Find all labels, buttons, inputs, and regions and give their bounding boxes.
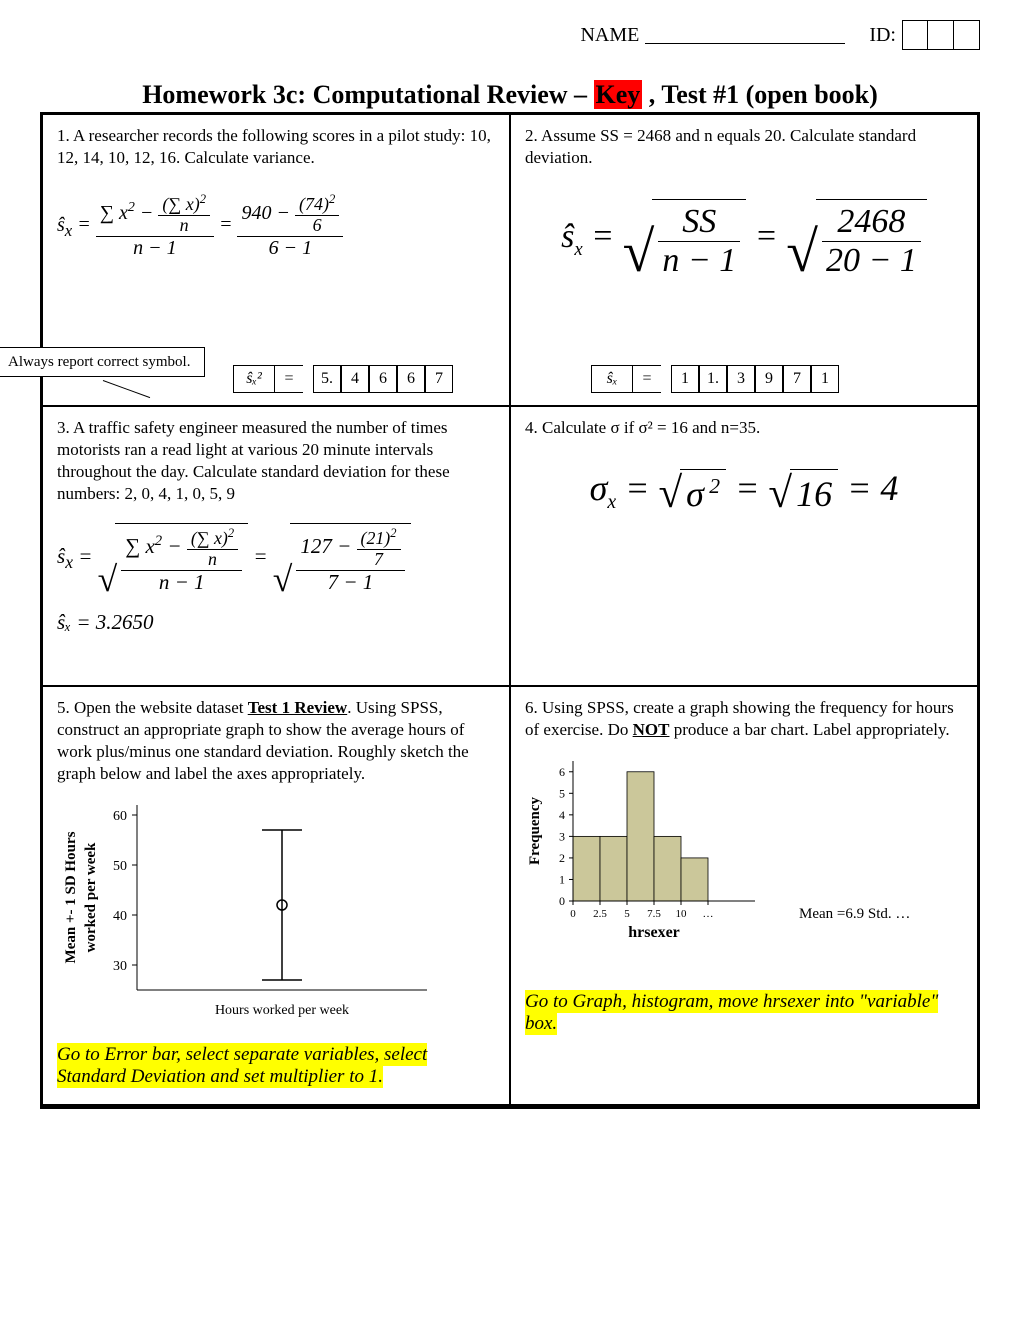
title-prefix: Homework 3c: Computational Review – [142, 80, 593, 109]
svg-text:Hours worked per week: Hours worked per week [215, 1003, 349, 1018]
callout-arrow [103, 380, 150, 398]
q5-dataset-link: Test 1 Review [248, 698, 347, 717]
q2-ss: 2468 [833, 203, 909, 240]
result-digit: 1 [811, 365, 839, 393]
cell-q2: 2. Assume SS = 2468 and n equals 20. Cal… [510, 114, 978, 406]
svg-text:5: 5 [559, 786, 565, 800]
q3-sumx2: 127 [300, 534, 332, 558]
svg-text:30: 30 [113, 959, 127, 974]
errbar-svg: 30 40 50 60 Mean +- 1 SD Hoursworked per wee… [57, 795, 437, 1025]
q2-prompt: 2. Assume SS = 2468 and n equals 20. Cal… [525, 125, 963, 169]
q1-prompt: 1. A researcher records the following sc… [57, 125, 495, 169]
result-digit: 7 [783, 365, 811, 393]
id-boxes [902, 20, 980, 50]
result-digit: 1. [699, 365, 727, 393]
result-digit: 1 [671, 365, 699, 393]
svg-text:2: 2 [559, 851, 565, 865]
svg-text:0: 0 [570, 908, 576, 920]
eq-box: = [275, 365, 303, 393]
svg-text:4: 4 [559, 808, 565, 822]
q3-result: ŝₓ = 3.2650 [57, 610, 495, 635]
result-digit: 5. [313, 365, 341, 393]
svg-text:60: 60 [113, 809, 127, 824]
id-box [954, 20, 980, 50]
svg-text:10: 10 [676, 908, 688, 920]
q2-formula: ŝx = SSn − 1 = 246820 − 1 [525, 199, 963, 279]
q4-formula: σx = σ 2 = 16 = 4 [525, 467, 963, 515]
result-digit: 9 [755, 365, 783, 393]
q2-result-row: ŝₓ = 1 1. 3 9 7 1 [591, 365, 839, 393]
page-header: NAME ID: [40, 20, 980, 50]
q5-hint: Go to Error bar, select separate variabl… [57, 1043, 427, 1088]
id-box [928, 20, 954, 50]
cell-q6: 6. Using SPSS, create a graph showing th… [510, 686, 978, 1105]
cell-q3: 3. A traffic safety engineer measured th… [42, 406, 510, 686]
svg-text:5: 5 [624, 908, 630, 920]
q6-prompt: 6. Using SPSS, create a graph showing th… [525, 697, 963, 741]
worksheet-grid: 1. A researcher records the following sc… [40, 112, 980, 1109]
q1-n-top: 6 [309, 216, 326, 236]
q5-prompt: 5. Open the website dataset Test 1 Revie… [57, 697, 495, 785]
error-bar-chart: 30 40 50 60 Mean +- 1 SD Hoursworked per wee… [57, 795, 495, 1030]
q3-sumx: 21 [366, 528, 384, 548]
svg-text:6: 6 [559, 765, 565, 779]
key-tag: Key [594, 80, 643, 109]
svg-text:3: 3 [559, 830, 565, 844]
q1-sym-box: ŝₓ² [233, 365, 275, 393]
svg-text:7.5: 7.5 [647, 908, 661, 920]
q4-sigma-sq: 16 [790, 469, 838, 515]
svg-text:1: 1 [559, 873, 565, 887]
q3-result-text: ŝₓ = 3.2650 [57, 610, 154, 634]
cell-q4: 4. Calculate σ if σ² = 16 and n=35. σx =… [510, 406, 978, 686]
name-blank-line [645, 26, 845, 44]
id-box [902, 20, 928, 50]
q4-prompt: 4. Calculate σ if σ² = 16 and n=35. [525, 417, 963, 439]
q3-n-top: 7 [370, 550, 387, 570]
result-digit: 6 [369, 365, 397, 393]
q2-sym-box: ŝₓ [591, 365, 633, 393]
svg-text:50: 50 [113, 859, 127, 874]
svg-text:worked per week: worked per week [83, 842, 99, 952]
svg-text:2.5: 2.5 [593, 908, 607, 920]
symbol-callout: Always report correct symbol. [0, 347, 205, 377]
q1-sumx2: 940 [241, 202, 271, 224]
result-digit: 3 [727, 365, 755, 393]
id-label: ID: [869, 24, 896, 47]
q3-formula: ŝx = ∑ x2 − (∑ x)2n n − 1 = 127 − (21)27… [57, 523, 495, 593]
q4-result: 4 [880, 468, 898, 508]
svg-text:Mean +- 1 SD Hours: Mean +- 1 SD Hours [63, 832, 79, 964]
hist-svg: 0 1 2 3 4 5 6 0 2.5 5 7.5 10 … Frequency hrsexer [525, 751, 785, 941]
svg-text:0: 0 [559, 894, 565, 908]
hist-stats: Mean =6.9 Std. … [799, 906, 910, 923]
q1-result-row: ŝₓ² = 5. 4 6 6 7 [233, 365, 453, 393]
result-digit: 6 [397, 365, 425, 393]
cell-q1: 1. A researcher records the following sc… [42, 114, 510, 406]
svg-text:hrsexer: hrsexer [628, 924, 680, 941]
q1-n-bot: 6 [269, 237, 279, 259]
q2-n: 20 [826, 242, 860, 279]
q3-prompt: 3. A traffic safety engineer measured th… [57, 417, 495, 505]
not-word: NOT [633, 720, 670, 739]
svg-text:40: 40 [113, 909, 127, 924]
cell-q5: 5. Open the website dataset Test 1 Revie… [42, 686, 510, 1105]
result-digit: 4 [341, 365, 369, 393]
q1-sumx: 74 [305, 194, 323, 214]
q6-hint: Go to Graph, histogram, move hrsexer int… [525, 990, 938, 1035]
page-title: Homework 3c: Computational Review – Key … [40, 80, 980, 110]
svg-text:…: … [703, 908, 714, 920]
svg-text:Frequency: Frequency [527, 797, 543, 866]
q3-n-bot: 7 [328, 570, 339, 594]
result-digit: 7 [425, 365, 453, 393]
title-suffix: , Test #1 (open book) [642, 80, 878, 109]
q1-formula: ŝx = ∑ x2 − (∑ x)2n n − 1 = 940 − (74)26… [57, 193, 495, 259]
histogram-chart: 0 1 2 3 4 5 6 0 2.5 5 7.5 10 … Frequency hrsexer Mean … [525, 751, 963, 941]
eq-box: = [633, 365, 661, 393]
name-label: NAME [580, 24, 639, 47]
